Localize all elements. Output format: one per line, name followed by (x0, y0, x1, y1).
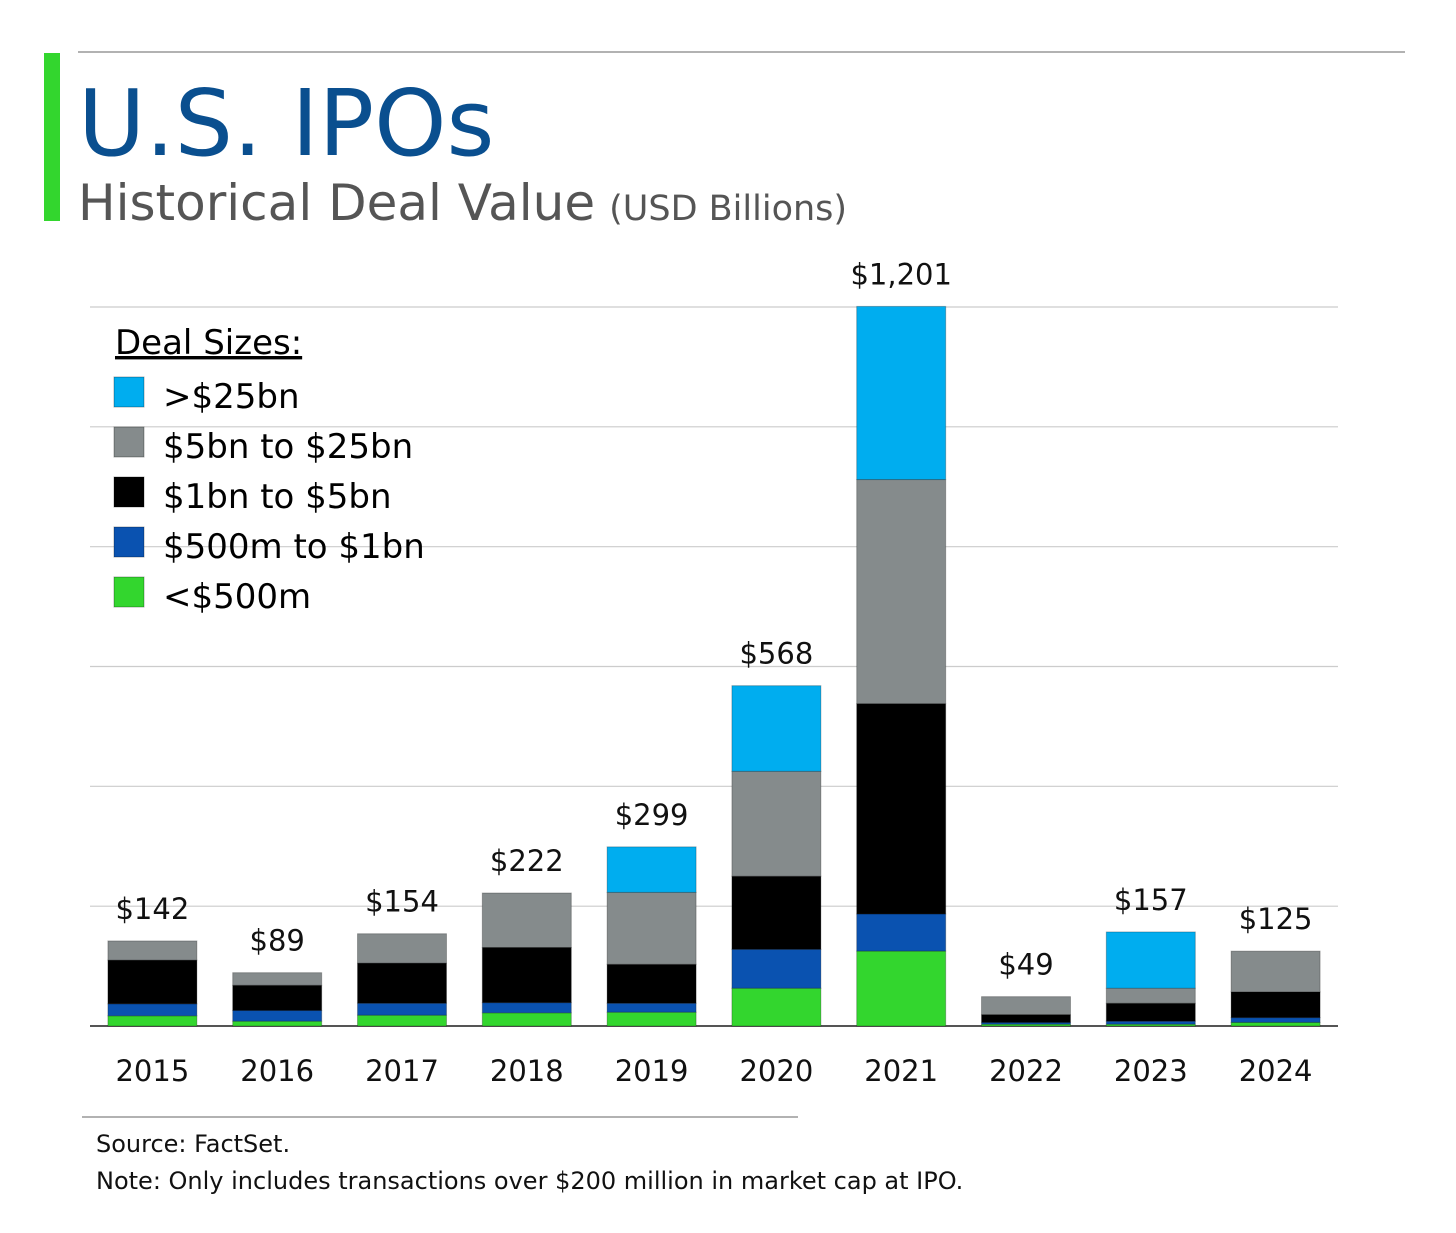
legend-label: >$25bn (163, 377, 300, 417)
bar-segment (856, 703, 947, 915)
x-tick-label: 2023 (1114, 1054, 1188, 1088)
x-tick-label: 2017 (365, 1054, 439, 1088)
total-label: $157 (1114, 883, 1188, 917)
total-label: $568 (739, 637, 813, 671)
bar-segment (1105, 1002, 1196, 1022)
legend-title: Deal Sizes: (115, 323, 302, 363)
x-tick-label: 2015 (115, 1054, 189, 1088)
bar-segment (232, 972, 323, 986)
x-tick-label: 2020 (739, 1054, 813, 1088)
legend-swatch (113, 476, 145, 508)
bar-segment (856, 950, 947, 1027)
unit-note: (USD Billions) (609, 189, 847, 229)
bar-segment (357, 962, 447, 1004)
bar-segment (731, 987, 822, 1027)
x-tick-label: 2016 (240, 1054, 314, 1088)
legend-swatch (113, 426, 145, 458)
bar-segment (481, 1002, 572, 1014)
bar-segment (481, 947, 572, 1004)
bar-segment (232, 1009, 323, 1022)
bar-segment (731, 685, 822, 772)
legend-label: $1bn to $5bn (163, 477, 392, 517)
bar-segment (107, 959, 198, 1005)
bar-segment (107, 940, 198, 961)
bar-segment (107, 1003, 198, 1017)
bar-segment (731, 770, 822, 877)
legend-label: $5bn to $25bn (163, 427, 413, 467)
x-tick-label: 2021 (864, 1054, 938, 1088)
bar-segment (606, 1002, 697, 1013)
bar-segment (606, 891, 697, 965)
legend-swatch (113, 576, 145, 608)
x-tick-label: 2024 (1239, 1054, 1313, 1088)
x-tick-label: 2018 (490, 1054, 564, 1088)
bar-segment (1230, 950, 1321, 993)
bar-segment (1230, 1021, 1321, 1027)
bar-segment (606, 846, 697, 893)
bar-segment (481, 892, 572, 949)
note: Note: Only includes transactions over $2… (96, 1167, 963, 1195)
total-label: $125 (1239, 902, 1313, 936)
chart-subtitle: Historical Deal Value (USD Billions) (78, 174, 847, 232)
bar-segment (481, 1012, 572, 1027)
legend-label: <$500m (163, 577, 311, 617)
bar-segment (357, 1002, 447, 1016)
bar-segment (856, 305, 947, 481)
total-label: $49 (998, 948, 1053, 982)
legend: Deal Sizes: <$500m $500m to $1bn $1bn to $… (113, 323, 425, 617)
bar-segment (232, 1020, 323, 1027)
bar-segment (981, 1014, 1071, 1023)
bar-segment (107, 1015, 198, 1027)
bar-segment (357, 933, 447, 964)
source: Source: FactSet. (96, 1130, 290, 1158)
bar-segment (357, 1014, 447, 1027)
x-tick-label: 2019 (615, 1054, 689, 1088)
bar-segment (731, 875, 822, 950)
bar-segment (606, 963, 697, 1004)
bar-segment (856, 479, 947, 705)
legend-swatch (113, 526, 145, 558)
bars: $142 2015 $89 2016 $154 2017 $222 2018 $299 2019 $… (107, 257, 1321, 1088)
bar-segment (1230, 991, 1321, 1019)
bar-segment (232, 984, 323, 1011)
bar-segment (981, 996, 1071, 1016)
subtitle: Historical Deal Value (78, 174, 595, 232)
bar-segment (606, 1011, 697, 1027)
legend-label: $500m to $1bn (163, 527, 425, 567)
bar-segment (1105, 931, 1196, 989)
bar-segment (1230, 1017, 1321, 1023)
total-label: $1,201 (850, 257, 951, 291)
bar-segment (731, 948, 822, 989)
chart-title: U.S. IPOs (78, 70, 494, 177)
accent-bar (44, 53, 60, 221)
x-tick-label: 2022 (989, 1054, 1063, 1088)
bar-segment (856, 913, 947, 952)
total-label: $299 (615, 798, 689, 832)
total-label: $89 (250, 924, 305, 958)
total-label: $222 (490, 844, 564, 878)
legend-swatch (113, 376, 145, 408)
total-label: $142 (115, 892, 189, 926)
bar-segment (1105, 987, 1196, 1004)
total-label: $154 (365, 885, 439, 919)
